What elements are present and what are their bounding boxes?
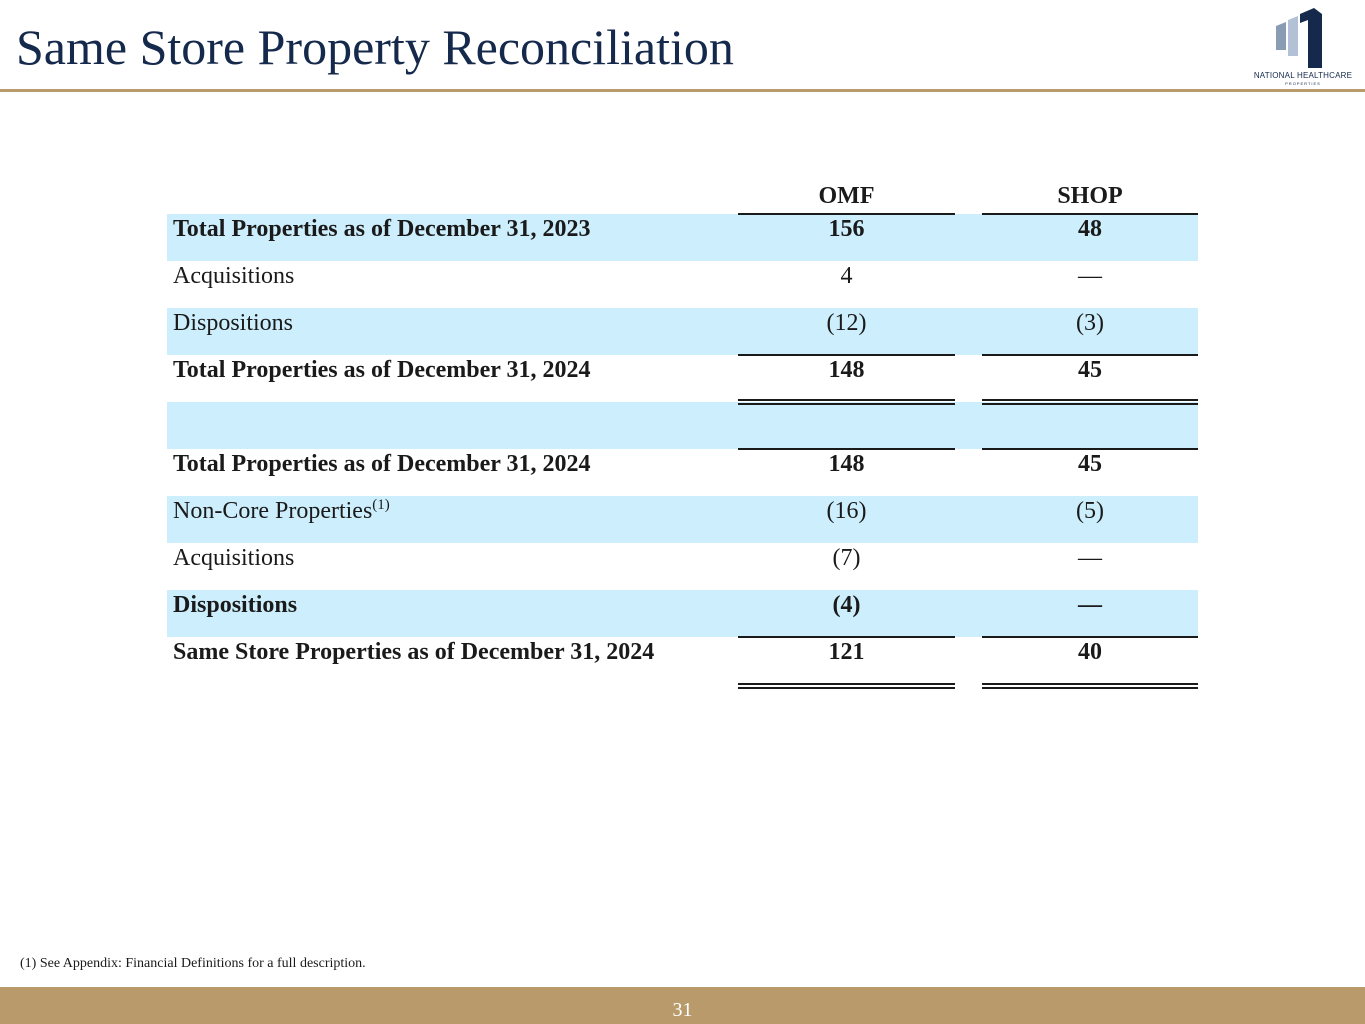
- table-row: Same Store Properties as of December 31,…: [167, 637, 1198, 684]
- row-label: Dispositions: [173, 308, 293, 338]
- cell-shop: 40: [1078, 639, 1102, 665]
- cell-shop: 48: [1078, 216, 1102, 242]
- cell-shop: —: [1078, 592, 1102, 618]
- cell-shop: 45: [1078, 451, 1102, 477]
- cell-omf: 121: [828, 639, 865, 665]
- table-row: Non-Core Properties(1) (16) (5): [167, 496, 1198, 543]
- cell-shop: 45: [1078, 357, 1102, 383]
- row-label-text: Acquisitions: [173, 545, 295, 571]
- cell-shop: —: [1078, 545, 1102, 571]
- table-row: Acquisitions (7) —: [167, 543, 1198, 590]
- table-row: Total Properties as of December 31, 2024…: [167, 355, 1198, 402]
- column-header-omf: OMF: [818, 183, 875, 209]
- reconciliation-table: OMF SHOP Total Properties as of December…: [167, 167, 1198, 689]
- row-label: Total Properties as of December 31, 2024: [173, 449, 590, 479]
- building-logo-icon: [1276, 8, 1322, 68]
- table-row: Dispositions (12) (3): [167, 308, 1198, 355]
- row-label-text: Non-Core Properties: [173, 498, 373, 524]
- row-label-text: Same Store Properties as of December 31,…: [173, 639, 655, 665]
- row-label-text: Dispositions: [173, 310, 294, 336]
- footnote: (1) See Appendix: Financial Definitions …: [20, 956, 366, 971]
- logo-text: NATIONAL HEALTHCARE: [1253, 71, 1353, 80]
- cell-omf: 4: [840, 263, 853, 289]
- underline: [982, 448, 1198, 450]
- column-header-shop: SHOP: [1057, 183, 1123, 209]
- column-header-row: OMF SHOP: [167, 167, 1198, 214]
- cell-omf: (12): [826, 310, 867, 336]
- row-label: Acquisitions: [173, 261, 294, 291]
- table-row: [167, 402, 1198, 449]
- cell-shop: (3): [1076, 310, 1104, 336]
- cell-omf: 156: [828, 216, 865, 242]
- row-label-text: Dispositions: [173, 592, 298, 618]
- row-label-text: Total Properties as of December 31, 2024: [173, 451, 591, 477]
- cell-shop: (5): [1076, 498, 1104, 524]
- cell-omf: (4): [832, 592, 861, 618]
- row-label: Non-Core Properties(1): [173, 496, 390, 526]
- footer-bar: [0, 987, 1365, 1024]
- row-label-text: Acquisitions: [173, 263, 295, 289]
- footnote-marker: (1): [372, 497, 390, 513]
- row-label: Dispositions: [173, 590, 297, 620]
- row-label: Acquisitions: [173, 543, 294, 573]
- table-row: Acquisitions 4 —: [167, 261, 1198, 308]
- cell-omf: (7): [832, 545, 861, 571]
- cell-shop: —: [1078, 263, 1102, 289]
- double-underline: [982, 399, 1198, 405]
- row-label: Total Properties as of December 31, 2024: [173, 355, 590, 385]
- page-number: 31: [672, 999, 693, 1021]
- company-logo: NATIONAL HEALTHCARE PROPERTIES: [1248, 6, 1358, 86]
- double-underline: [982, 683, 1198, 689]
- row-label: Total Properties as of December 31, 2023: [173, 214, 590, 244]
- underline: [738, 354, 955, 356]
- cell-omf: (16): [826, 498, 867, 524]
- cell-omf: 148: [828, 451, 865, 477]
- double-underline: [738, 399, 955, 405]
- title-divider: [0, 89, 1365, 92]
- row-label-text: Total Properties as of December 31, 2023: [173, 216, 591, 242]
- table-row: Total Properties as of December 31, 2023…: [167, 214, 1198, 261]
- underline: [982, 636, 1198, 638]
- double-underline: [738, 683, 955, 689]
- table-row: Total Properties as of December 31, 2024…: [167, 449, 1198, 496]
- underline: [738, 213, 955, 215]
- underline: [982, 354, 1198, 356]
- page-title: Same Store Property Reconciliation: [16, 19, 734, 75]
- table-row: Dispositions (4) —: [167, 590, 1198, 637]
- row-label-text: Total Properties as of December 31, 2024: [173, 357, 591, 383]
- logo-subtext: PROPERTIES: [1285, 81, 1321, 86]
- underline: [982, 213, 1198, 215]
- row-label: Same Store Properties as of December 31,…: [173, 637, 654, 667]
- underline: [738, 636, 955, 638]
- underline: [738, 448, 955, 450]
- cell-omf: 148: [828, 357, 865, 383]
